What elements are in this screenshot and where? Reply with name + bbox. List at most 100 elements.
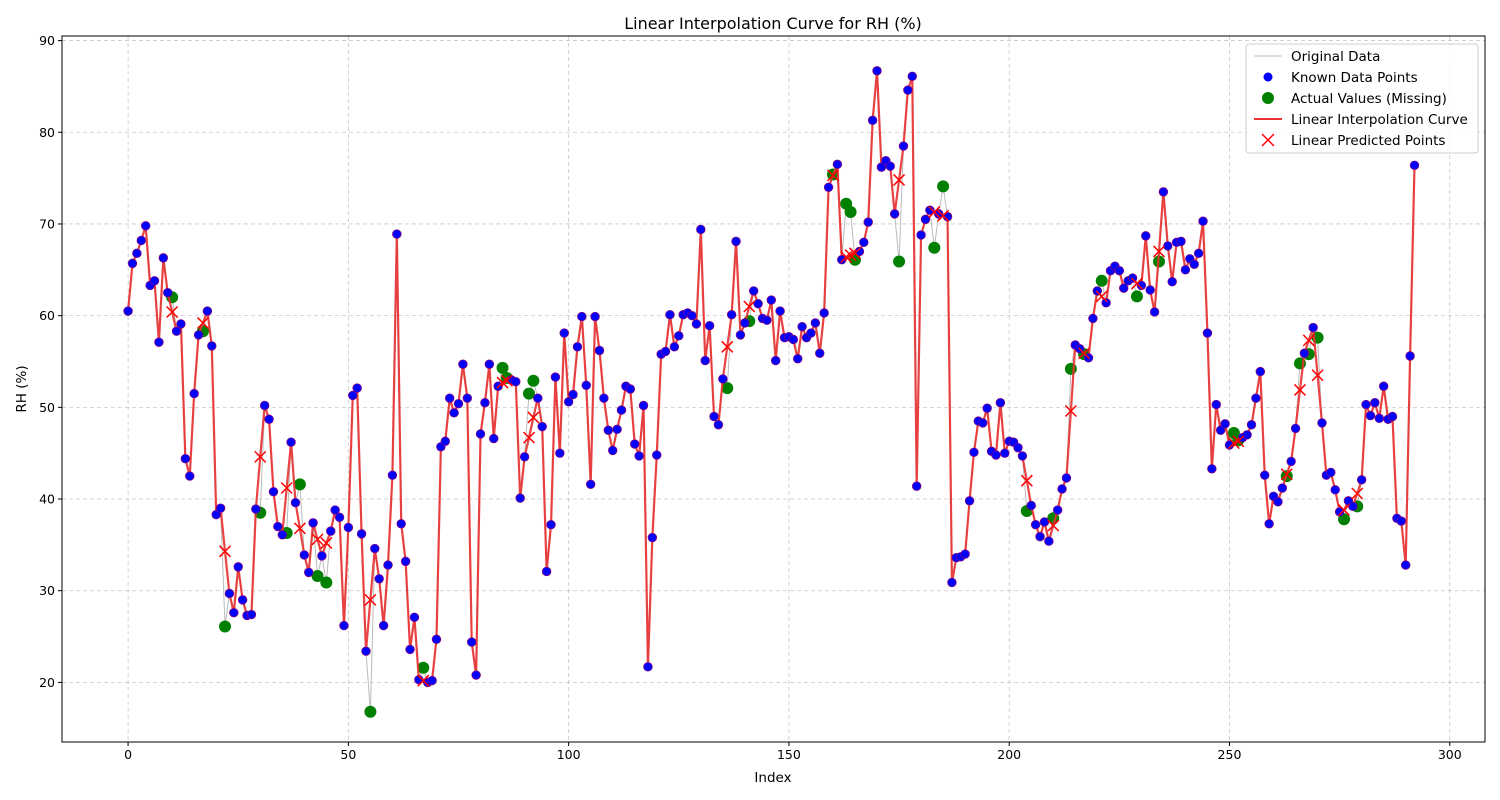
known-data-point	[1061, 473, 1072, 483]
predicted-point	[721, 340, 734, 353]
predicted-point	[1047, 519, 1060, 532]
known-data-point	[704, 321, 715, 331]
known-data-point	[304, 567, 314, 578]
known-data-point	[396, 519, 406, 529]
known-data-point	[352, 383, 362, 393]
known-data-point	[559, 328, 569, 338]
legend-label-original: Original Data	[1291, 49, 1380, 65]
known-data-point	[775, 306, 785, 316]
known-data-point	[1057, 484, 1067, 494]
known-data-point	[700, 355, 710, 366]
predicted-point	[937, 209, 950, 222]
known-data-point	[511, 376, 521, 387]
known-data-point	[753, 299, 763, 309]
known-data-point	[1400, 560, 1411, 570]
known-data-point	[154, 337, 164, 347]
known-data-point	[634, 451, 644, 461]
known-data-point	[898, 141, 909, 151]
known-data-point	[1286, 456, 1296, 467]
known-data-point	[136, 235, 147, 246]
predicted-point	[320, 537, 333, 550]
known-data-point	[599, 393, 609, 403]
known-data-point	[1176, 236, 1186, 247]
known-data-point	[647, 532, 658, 543]
actual-missing-point	[293, 478, 306, 491]
known-data-point	[1246, 420, 1257, 430]
predicted-point	[218, 545, 232, 558]
predicted-point	[893, 173, 906, 186]
known-data-point	[158, 253, 169, 263]
known-data-point	[669, 342, 680, 352]
known-data-point	[1290, 423, 1301, 434]
y-tick-label: 80	[39, 125, 55, 140]
chart-title: Linear Interpolation Curve for RH (%)	[624, 14, 922, 33]
predicted-point	[1020, 474, 1033, 487]
known-data-point	[343, 522, 354, 533]
x-tick-label: 200	[997, 747, 1021, 762]
known-data-point	[1361, 399, 1371, 410]
known-data-point	[176, 319, 186, 329]
known-data-point	[762, 315, 772, 325]
known-data-point	[819, 308, 829, 318]
known-data-point	[1158, 187, 1169, 197]
known-data-point	[1101, 298, 1111, 308]
known-data-point	[638, 400, 649, 411]
x-tick-label: 250	[1218, 747, 1242, 762]
known-data-point	[797, 321, 807, 332]
known-data-point	[1255, 366, 1266, 377]
x-ticks: 0 50 100 150 200 250 300	[124, 742, 1462, 762]
known-data-point	[484, 359, 495, 369]
predicted-point	[311, 533, 324, 546]
known-data-point	[251, 504, 261, 514]
known-data-point	[616, 405, 627, 415]
actual-missing-point	[844, 206, 857, 219]
known-data-point	[431, 634, 442, 645]
known-data-point	[1356, 475, 1367, 485]
known-data-point	[444, 393, 455, 403]
known-data-point	[660, 346, 671, 357]
known-data-point	[339, 620, 349, 631]
predicted-point	[1280, 468, 1293, 481]
predicted-point	[254, 450, 267, 463]
predicted-point	[1078, 347, 1091, 360]
known-data-point	[934, 209, 944, 219]
known-data-point	[1119, 283, 1129, 293]
known-data-point	[735, 330, 746, 340]
known-data-point	[1334, 507, 1345, 517]
y-tick-label: 30	[39, 583, 55, 598]
known-data-point	[334, 512, 345, 523]
known-data-point	[1409, 160, 1420, 170]
predicted-point	[280, 481, 293, 495]
actual-missing-point	[311, 570, 324, 583]
y-tick-label: 60	[39, 308, 55, 323]
known-data-point	[572, 342, 583, 352]
predicted-point	[928, 206, 941, 219]
known-data-point	[308, 518, 318, 528]
known-data-point	[467, 637, 477, 647]
actual-missing-point	[522, 387, 535, 400]
known-data-point	[832, 159, 843, 170]
known-data-point	[370, 543, 380, 554]
known-data-point	[374, 574, 384, 584]
legend: Original Data Known Data Points Actual V…	[1245, 43, 1479, 154]
known-data-point	[872, 66, 882, 76]
known-data-point	[788, 334, 799, 345]
predicted-point	[166, 305, 179, 319]
known-data-point	[1145, 285, 1155, 295]
known-data-point	[229, 608, 239, 618]
known-data-point	[916, 230, 926, 240]
known-data-point	[400, 556, 411, 567]
known-data-point	[1193, 248, 1204, 259]
actual-missing-point	[320, 576, 333, 589]
known-data-point	[193, 330, 204, 340]
known-data-point	[268, 486, 279, 497]
known-data-point	[607, 445, 618, 456]
known-data-point	[1198, 216, 1208, 226]
known-data-point	[823, 182, 834, 192]
known-data-point	[537, 421, 547, 432]
known-data-point	[982, 403, 992, 413]
known-data-point	[1273, 497, 1283, 507]
legend-box	[1245, 43, 1479, 154]
known-data-point	[709, 411, 719, 422]
